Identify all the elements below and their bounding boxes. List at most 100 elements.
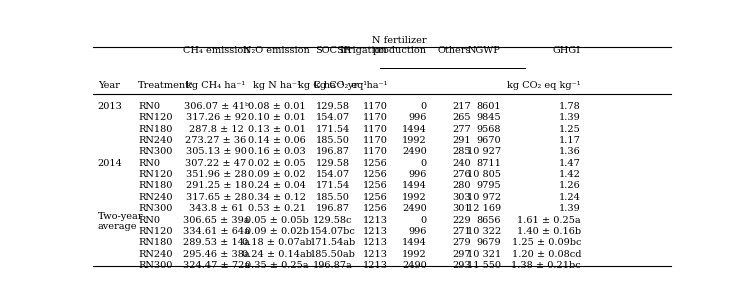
Text: 285: 285	[453, 147, 472, 157]
Text: 0: 0	[421, 216, 427, 225]
Text: 0.53 ± 0.21: 0.53 ± 0.21	[248, 204, 305, 213]
Text: RN180: RN180	[138, 181, 173, 191]
Text: 1213: 1213	[363, 261, 387, 270]
Text: 1494: 1494	[402, 181, 427, 191]
Text: RN180: RN180	[138, 238, 173, 247]
Text: 1213: 1213	[363, 250, 387, 259]
Text: 265: 265	[453, 113, 472, 123]
Text: 293: 293	[453, 261, 472, 270]
Text: 303: 303	[453, 193, 472, 202]
Text: 287.8 ± 12: 287.8 ± 12	[188, 125, 244, 134]
Text: RN300: RN300	[138, 204, 173, 213]
Text: kg CO₂ eq ha⁻¹: kg CO₂ eq ha⁻¹	[314, 81, 387, 90]
Text: kg N ha⁻¹: kg N ha⁻¹	[253, 81, 301, 90]
Text: RN240: RN240	[138, 193, 173, 202]
Text: 196.87a: 196.87a	[313, 261, 352, 270]
Text: 10 805: 10 805	[467, 170, 501, 179]
Text: 0: 0	[421, 102, 427, 111]
Text: 291.25 ± 18: 291.25 ± 18	[186, 181, 247, 191]
Text: 1.39: 1.39	[559, 204, 581, 213]
Text: 1.17: 1.17	[559, 136, 581, 145]
Text: 1.39: 1.39	[559, 113, 581, 123]
Text: 0.02 ± 0.05: 0.02 ± 0.05	[248, 159, 305, 168]
Text: 1.38 ± 0.21bc: 1.38 ± 0.21bc	[511, 261, 581, 270]
Text: 10 927: 10 927	[466, 147, 501, 157]
Text: 273.27 ± 36: 273.27 ± 36	[186, 136, 247, 145]
Text: 271: 271	[452, 227, 472, 236]
Text: 2490: 2490	[402, 147, 427, 157]
Text: 280: 280	[453, 181, 472, 191]
Text: 1494: 1494	[402, 238, 427, 247]
Text: RN120: RN120	[138, 113, 173, 123]
Text: RN240: RN240	[138, 250, 173, 259]
Text: 0: 0	[421, 159, 427, 168]
Text: 1.61 ± 0.25a: 1.61 ± 0.25a	[517, 216, 581, 225]
Text: 196.87: 196.87	[316, 147, 349, 157]
Text: 171.54: 171.54	[316, 125, 350, 134]
Text: 10 972: 10 972	[466, 193, 501, 202]
Text: 1992: 1992	[402, 250, 427, 259]
Text: 0.14 ± 0.06: 0.14 ± 0.06	[248, 136, 305, 145]
Text: 0.16 ± 0.03: 0.16 ± 0.03	[248, 147, 305, 157]
Text: 996: 996	[408, 113, 427, 123]
Text: kg CO₂ eq kg⁻¹: kg CO₂ eq kg⁻¹	[507, 81, 581, 90]
Text: 291: 291	[453, 136, 472, 145]
Text: N fertilizer
production: N fertilizer production	[372, 36, 427, 55]
Text: RN0: RN0	[138, 102, 160, 111]
Text: 185.50: 185.50	[316, 136, 349, 145]
Text: Treatmentᵃ: Treatmentᵃ	[138, 81, 194, 90]
Text: 1170: 1170	[363, 136, 387, 145]
Text: 324.47 ± 72a: 324.47 ± 72a	[183, 261, 250, 270]
Text: kg C ha⁻¹ yr⁻¹: kg C ha⁻¹ yr⁻¹	[298, 81, 367, 90]
Text: 217: 217	[452, 102, 472, 111]
Text: 295.46 ± 38a: 295.46 ± 38a	[183, 250, 250, 259]
Text: 297: 297	[453, 250, 472, 259]
Text: 1170: 1170	[363, 113, 387, 123]
Text: RN120: RN120	[138, 227, 173, 236]
Text: GHGI: GHGI	[553, 46, 581, 55]
Text: 10 321: 10 321	[466, 250, 501, 259]
Text: Two-year
average: Two-year average	[98, 212, 143, 231]
Text: 11 550: 11 550	[467, 261, 501, 270]
Text: 185.50ab: 185.50ab	[310, 250, 355, 259]
Text: 171.54ab: 171.54ab	[310, 238, 356, 247]
Text: 2490: 2490	[402, 261, 427, 270]
Text: Irrigation: Irrigation	[340, 46, 387, 55]
Text: RN180: RN180	[138, 125, 173, 134]
Text: Year: Year	[98, 81, 120, 90]
Text: 1170: 1170	[363, 147, 387, 157]
Text: 9679: 9679	[476, 238, 501, 247]
Text: 1.47: 1.47	[559, 159, 581, 168]
Text: CH₄ emission: CH₄ emission	[183, 46, 250, 55]
Text: 1213: 1213	[363, 216, 387, 225]
Text: 1256: 1256	[363, 170, 387, 179]
Text: 1992: 1992	[402, 193, 427, 202]
Text: 12 169: 12 169	[466, 204, 501, 213]
Text: 129.58: 129.58	[316, 102, 349, 111]
Text: 0.09 ± 0.02b: 0.09 ± 0.02b	[245, 227, 308, 236]
Text: 129.58: 129.58	[316, 159, 349, 168]
Text: RN0: RN0	[138, 159, 160, 168]
Text: Others: Others	[438, 46, 472, 55]
Text: 0.09 ± 0.02: 0.09 ± 0.02	[248, 170, 305, 179]
Text: 1213: 1213	[363, 227, 387, 236]
Text: 1256: 1256	[363, 204, 387, 213]
Text: 289.53 ± 14a: 289.53 ± 14a	[183, 238, 250, 247]
Text: 0.05 ± 0.05b: 0.05 ± 0.05b	[245, 216, 308, 225]
Text: 8601: 8601	[476, 102, 501, 111]
Text: 240: 240	[453, 159, 472, 168]
Text: RN300: RN300	[138, 261, 173, 270]
Text: 317.26 ± 92: 317.26 ± 92	[186, 113, 247, 123]
Text: 185.50: 185.50	[316, 193, 349, 202]
Text: 1.42: 1.42	[559, 170, 581, 179]
Text: 996: 996	[408, 170, 427, 179]
Text: 1992: 1992	[402, 136, 427, 145]
Text: 154.07bc: 154.07bc	[310, 227, 355, 236]
Text: 306.07 ± 41ᵇ: 306.07 ± 41ᵇ	[184, 102, 249, 111]
Text: 154.07: 154.07	[316, 170, 350, 179]
Text: 1.25: 1.25	[559, 125, 581, 134]
Text: 8656: 8656	[476, 216, 501, 225]
Text: 2014: 2014	[98, 159, 123, 168]
Text: 0.18 ± 0.07ab: 0.18 ± 0.07ab	[242, 238, 311, 247]
Text: 0.24 ± 0.14ab: 0.24 ± 0.14ab	[241, 250, 311, 259]
